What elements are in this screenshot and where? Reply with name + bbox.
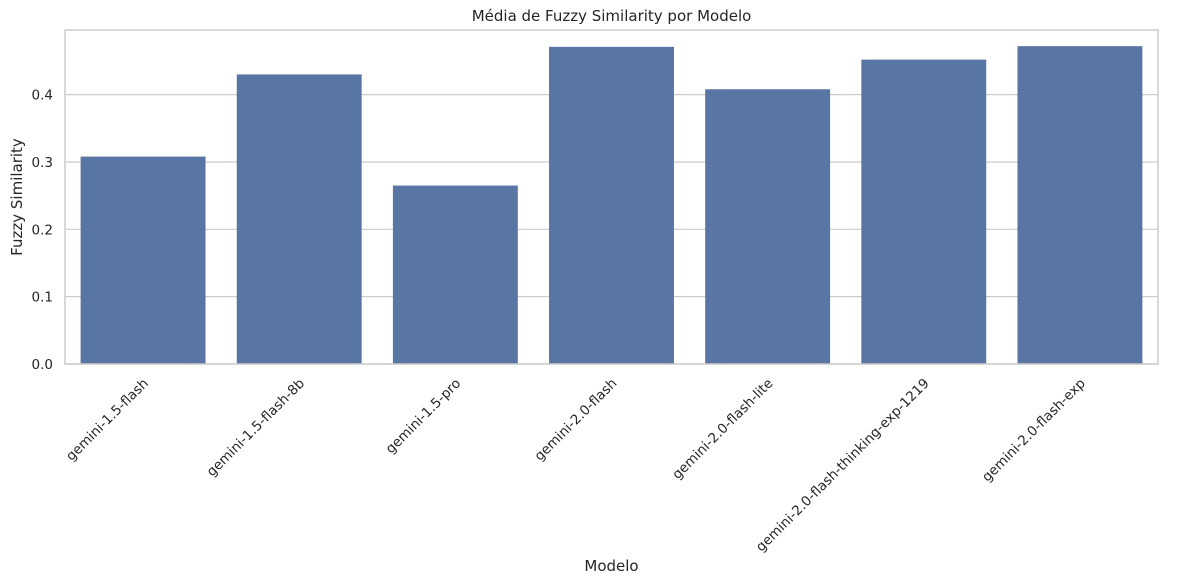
- bar-gemini-2.0-flash-exp: [1017, 46, 1143, 365]
- x-tick-label: gemini-2.0-flash: [531, 376, 620, 465]
- bar-gemini-2.0-flash-lite: [705, 89, 831, 365]
- y-tick-label: 0.4: [32, 88, 53, 104]
- bar-gemini-2.0-flash: [549, 46, 674, 364]
- chart-title: Média de Fuzzy Similarity por Modelo: [472, 7, 752, 25]
- x-axis-label: Modelo: [584, 557, 638, 575]
- x-tick-label: gemini-2.0-flash-exp: [979, 376, 1089, 486]
- y-tick-label: 0.2: [32, 222, 53, 238]
- x-tick-label: gemini-1.5-flash: [63, 376, 152, 465]
- y-tick-label: 0.3: [32, 155, 53, 171]
- x-tick-labels: gemini-1.5-flash gemini-1.5-flash-8b gemin…: [63, 376, 1089, 556]
- y-axis-label: Fuzzy Similarity: [8, 138, 26, 256]
- bar-gemini-2.0-flash-thinking-exp-1219: [861, 59, 987, 365]
- x-tick-label: gemini-1.5-flash-8b: [204, 376, 308, 480]
- bar-gemini-1.5-pro: [392, 185, 518, 364]
- x-tick-label: gemini-2.0-flash-thinking-exp-1219: [753, 376, 933, 556]
- bars: [80, 46, 1143, 365]
- x-tick-label: gemini-2.0-flash-lite: [669, 376, 776, 483]
- y-tick-label: 0.1: [32, 290, 53, 306]
- plot-frame: [64, 29, 1159, 365]
- y-tick-labels: 0.0 0.1 0.2 0.3 0.4: [32, 88, 53, 373]
- bar-gemini-1.5-flash-8b: [236, 74, 362, 365]
- bar-gemini-1.5-flash: [80, 156, 206, 364]
- y-tick-label: 0.0: [32, 357, 53, 373]
- x-tick-label: gemini-1.5-pro: [383, 376, 465, 458]
